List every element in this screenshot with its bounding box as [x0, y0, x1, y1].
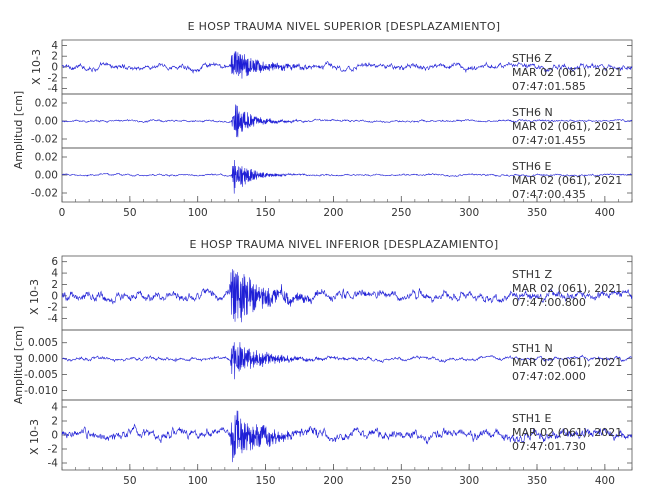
x-tick-label: 150 — [256, 207, 276, 219]
time-label: 07:47:01.455 — [512, 134, 586, 147]
lower-block: E HOSP TRAUMA NIVEL INFERIOR [DESPLAZAMI… — [12, 238, 633, 487]
waveform-trace — [61, 410, 633, 463]
upper-z-scale-label: X 10-3 — [30, 49, 43, 85]
station-component-label: STH6 E — [512, 160, 551, 173]
time-label: 07:47:01.730 — [512, 440, 586, 453]
waveform-trace — [61, 269, 633, 323]
y-tick-label: 0.005 — [28, 337, 58, 349]
station-component-label: STH1 Z — [512, 268, 552, 281]
x-tick-label: 200 — [323, 207, 343, 219]
time-label: 07:47:02.000 — [512, 370, 586, 383]
y-tick-label: 4 — [51, 402, 58, 414]
x-tick-label: 250 — [391, 475, 411, 487]
upper-block: E HOSP TRAUMA NIVEL SUPERIOR [DESPLAZAMI… — [12, 20, 633, 219]
y-tick-label: -0.010 — [24, 385, 58, 397]
y-tick-label: -4 — [48, 83, 59, 95]
upper-title: E HOSP TRAUMA NIVEL SUPERIOR [DESPLAZAMI… — [188, 20, 501, 33]
waveform-trace — [61, 342, 633, 380]
waveform-trace — [61, 51, 633, 79]
lower-x-ticks: 50 100 150 200 250 300 350 400 — [61, 464, 633, 487]
x-tick-label: 350 — [527, 207, 547, 219]
lower-z-scale-label: X 10-3 — [28, 279, 41, 315]
date-label: MAR 02 (061), 2021 — [512, 66, 622, 79]
y-tick-label: -2 — [48, 302, 58, 314]
y-tick-label: -0.02 — [31, 188, 58, 200]
date-label: MAR 02 (061), 2021 — [512, 174, 622, 187]
date-label: MAR 02 (061), 2021 — [512, 426, 622, 439]
x-tick-label: 350 — [527, 475, 547, 487]
x-tick-label: 100 — [188, 207, 208, 219]
y-tick-label: 0 — [51, 62, 58, 74]
y-tick-label: 0.00 — [35, 170, 58, 182]
y-tick-label: 2 — [51, 279, 58, 291]
waveform-trace — [61, 104, 633, 138]
station-component-label: STH1 N — [512, 342, 553, 355]
station-component-label: STH6 Z — [512, 52, 552, 65]
y-tick-label: 2 — [51, 416, 58, 428]
y-tick-label: 4 — [51, 40, 58, 52]
date-label: MAR 02 (061), 2021 — [512, 356, 622, 369]
y-tick-label: 4 — [51, 268, 58, 280]
lower-title: E HOSP TRAUMA NIVEL INFERIOR [DESPLAZAMI… — [190, 238, 499, 251]
y-tick-label: 0.000 — [28, 353, 58, 365]
x-tick-label: 200 — [323, 475, 343, 487]
x-tick-label: 50 — [123, 207, 136, 219]
y-tick-label: 6 — [51, 256, 58, 268]
lower-e-scale-label: X 10-3 — [28, 419, 41, 455]
x-tick-label: 250 — [391, 207, 411, 219]
time-label: 07:47:00.800 — [512, 296, 586, 309]
y-tick-label: 2 — [51, 51, 58, 63]
upper-x-ticks: 0 50 100 150 200 250 300 350 400 — [59, 196, 633, 219]
date-label: MAR 02 (061), 2021 — [512, 120, 622, 133]
upper-y-axis-label: Amplitud [cm] — [12, 91, 25, 169]
x-tick-label: 0 — [59, 207, 66, 219]
date-label: MAR 02 (061), 2021 — [512, 282, 622, 295]
y-tick-label: 0 — [51, 290, 58, 302]
lower-y-axis-label: Amplitud [cm] — [12, 326, 25, 404]
station-component-label: STH6 N — [512, 106, 553, 119]
y-tick-label: -4 — [48, 313, 59, 325]
y-tick-label: -0.005 — [24, 369, 58, 381]
y-tick-label: 0.02 — [35, 98, 58, 110]
x-tick-label: 50 — [123, 475, 136, 487]
waveform-trace — [61, 160, 633, 194]
y-tick-label: -2 — [48, 72, 58, 84]
y-tick-label: 0.02 — [35, 152, 58, 164]
y-tick-label: -2 — [48, 444, 58, 456]
station-component-label: STH1 E — [512, 412, 551, 425]
y-tick-label: -4 — [48, 458, 59, 470]
y-tick-label: 0 — [51, 430, 58, 442]
x-tick-label: 150 — [256, 475, 276, 487]
x-tick-label: 100 — [188, 475, 208, 487]
x-tick-label: 400 — [595, 475, 615, 487]
x-tick-label: 400 — [595, 207, 615, 219]
y-tick-label: -0.02 — [31, 134, 58, 146]
time-label: 07:47:00.435 — [512, 188, 586, 201]
time-label: 07:47:01.585 — [512, 80, 586, 93]
x-tick-label: 300 — [459, 207, 479, 219]
y-tick-label: 0.00 — [35, 116, 58, 128]
x-tick-label: 300 — [459, 475, 479, 487]
